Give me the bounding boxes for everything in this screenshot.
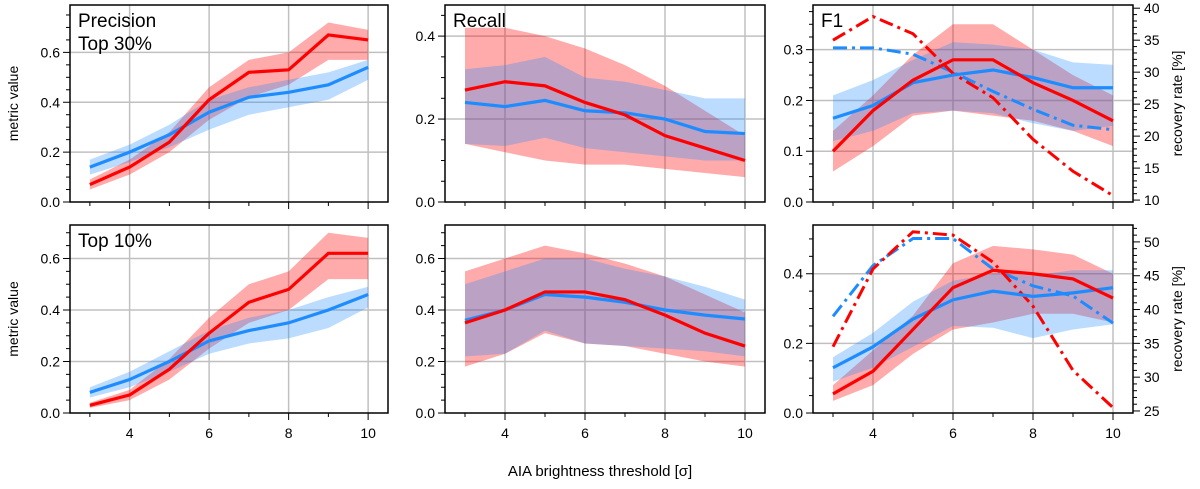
panel-f1-top30: 10 15 20 25 30 35 40 recovery rate [%] 0.0 0.1 0.2… [784,0,1185,210]
y-tick-label: 0.0 [784,194,804,210]
x-tick-label: 4 [501,425,509,441]
x-tick-label: 8 [661,425,669,441]
y-tick-label: 0.2 [784,92,804,108]
blue-uncertainty-band [465,258,745,357]
red-metric-line [464,290,746,348]
y-tick-label: 0.0 [416,194,436,210]
red-uncertainty-band [833,245,1113,401]
y2-tick-label: 15 [1144,160,1160,176]
y-tick-label: 0.4 [416,302,436,318]
panel-recall-top30: 0.0 0.2 0.4 Recall [416,4,766,210]
x-tick-label: 8 [1029,425,1037,441]
x-tick-label: 4 [869,425,877,441]
y-tick-label: 0.4 [41,302,61,318]
blue-metric-line [832,286,1114,370]
axes-frame [444,224,766,414]
red-metric-line [89,33,369,187]
y2-tick-label: 35 [1144,32,1160,48]
y2-tick-label: 40 [1144,0,1160,16]
y-tick-label: 0.4 [41,94,61,110]
blue-metric-line [832,68,1113,120]
red-metric-line [831,58,1114,153]
panel-title: F1 [821,11,843,32]
x-tick-label: 10 [1105,425,1121,441]
y-tick-label: 0.6 [416,250,436,266]
y-tick-label: 0.2 [416,353,436,369]
x-tick-label: 6 [949,425,957,441]
y2-tick-label: 50 [1144,234,1160,250]
blue-metric-line [89,65,369,169]
x-tick-label: 6 [581,425,589,441]
panel-f1-top10: 25 30 35 40 45 50 recovery rate [%] 4 6 8 10 0.0 0.2… [784,224,1185,441]
y2-axis-label: recovery rate [%] [1169,266,1185,372]
red-recovery-rate-line [831,230,1115,409]
blue-metric-line [89,293,369,394]
x-axis-label: AIA brightness threshold [σ] [508,463,692,480]
y-tick-label: 0.2 [41,353,61,369]
y-tick-label: 0.2 [784,335,804,351]
y2-tick-label: 45 [1144,268,1160,284]
panel-title: Top 10% [78,231,152,252]
panel-title: Precision [78,11,156,32]
red-metric-line [832,268,1114,396]
y-tick-label: 0.4 [416,28,436,44]
y-tick-label: 0.2 [416,111,436,127]
axes-frame [444,4,766,203]
blue-recovery-rate-line [833,46,1114,132]
y-tick-label: 0.1 [784,143,804,159]
y2-tick-label: 25 [1144,403,1160,419]
panel-title: Top 30% [78,34,152,55]
red-metric-line [464,80,746,163]
y2-tick-label: 35 [1144,335,1160,351]
y-tick-label: 0.6 [41,44,61,60]
y-tick-label: 0.4 [784,266,804,282]
panel-recall-top10: 4 6 8 10 0.0 0.2 0.4 0.6 [416,224,766,441]
x-tick-label: 8 [285,425,293,441]
panel-precision-top10: 4 6 8 10 0.0 0.2 0.4 0.6 metric value Top 10% [5,224,389,441]
axes-frame [812,224,1134,414]
x-tick-label: 10 [360,425,376,441]
y-tick-label: 0.0 [416,405,436,421]
blue-uncertainty-band [89,286,369,398]
y2-tick-label: 40 [1144,302,1160,318]
y2-tick-label: 30 [1144,64,1160,80]
y-axis-label: metric value [5,66,21,142]
x-tick-label: 4 [126,425,134,441]
x-tick-label: 6 [205,425,213,441]
red-uncertainty-band [89,232,369,408]
y-axis-label: metric value [5,281,21,357]
blue-uncertainty-band [833,42,1113,142]
red-recovery-rate-line [832,14,1114,197]
y-tick-label: 0.0 [41,405,61,421]
y2-tick-label: 25 [1144,96,1160,112]
red-uncertainty-band [833,24,1113,172]
axes-frame [69,4,389,203]
axes-frame [69,224,389,414]
y2-tick-label: 30 [1144,369,1160,385]
y2-tick-label: 20 [1144,128,1160,144]
axes-frame [812,4,1134,203]
y-tick-label: 0.6 [41,250,61,266]
y-tick-label: 0.2 [41,144,61,160]
blue-metric-line [464,98,746,136]
y-tick-label: 0.3 [784,42,804,58]
x-tick-label: 10 [737,425,753,441]
blue-uncertainty-band [833,270,1113,382]
y-tick-label: 0.0 [41,194,61,210]
red-metric-line [89,251,369,407]
y2-axis-label: recovery rate [%] [1169,51,1185,157]
red-uncertainty-band [465,245,745,367]
panel-title: Recall [453,11,506,32]
y2-tick-label: 10 [1144,192,1160,208]
blue-uncertainty-band [89,59,369,175]
y-tick-label: 0.0 [784,405,804,421]
